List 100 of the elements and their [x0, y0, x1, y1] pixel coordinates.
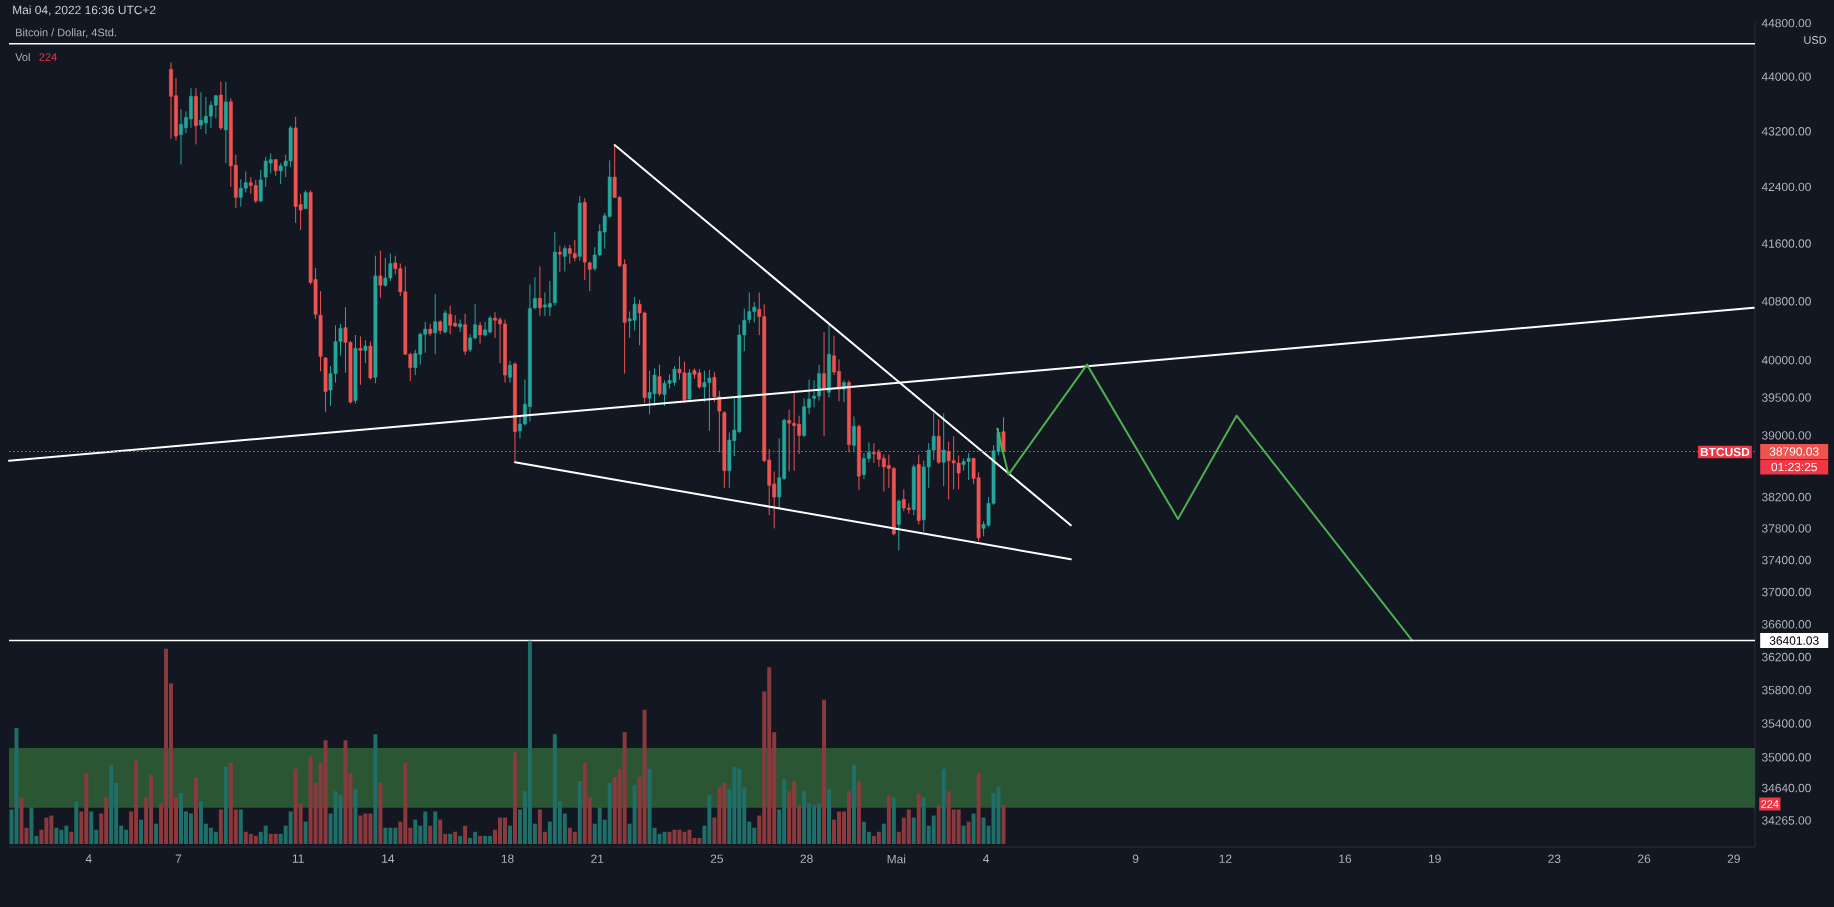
y-tick-label: 35800.00	[1761, 685, 1811, 695]
candlestick	[258, 169, 263, 203]
bar	[463, 825, 468, 844]
bar	[891, 797, 896, 844]
text: USD	[1804, 36, 1827, 44]
candlestick	[478, 321, 482, 345]
bar	[642, 709, 647, 844]
bar	[438, 819, 443, 844]
candlestick	[896, 498, 901, 552]
candlestick	[458, 319, 463, 333]
candlestick	[363, 339, 368, 364]
x-tick-label: 19	[1428, 854, 1441, 863]
bar	[378, 783, 383, 844]
candlestick	[557, 245, 562, 273]
bar	[941, 768, 946, 844]
x-tick-label: 7	[175, 854, 182, 863]
bar	[622, 732, 627, 844]
bar	[413, 819, 418, 844]
bar	[433, 811, 438, 844]
y-tick-label: 34265.00	[1761, 816, 1811, 825]
candlestick	[213, 94, 218, 119]
annotation: BTCUSD	[1700, 447, 1750, 457]
bar	[572, 831, 577, 844]
bar	[428, 825, 433, 844]
bar	[996, 787, 1001, 844]
chart-subtitle: Mai 04, 2022 16:36 UTC+2	[13, 5, 156, 16]
bar	[139, 819, 144, 844]
y-tick-label: 38200.00	[1761, 492, 1811, 502]
x-tick-label: 4	[85, 854, 92, 863]
x-tick-label: 25	[710, 854, 724, 863]
bar	[109, 764, 114, 844]
candlestick	[433, 293, 438, 355]
bar	[822, 699, 827, 844]
x-tick-label: 16	[1339, 854, 1352, 863]
bar	[188, 813, 193, 844]
bar	[886, 795, 891, 844]
bar	[343, 740, 348, 844]
bar	[323, 740, 328, 844]
bar	[936, 805, 941, 844]
x-tick-label: Mai	[887, 854, 906, 864]
chart-title: Vol	[15, 52, 30, 62]
y-tick-label: 42400.00	[1761, 182, 1811, 192]
bar	[662, 831, 667, 844]
candlestick	[378, 250, 383, 299]
candlestick	[448, 305, 453, 335]
bar	[881, 823, 886, 844]
bar	[353, 789, 358, 844]
x-tick-label: 9	[1132, 854, 1139, 863]
candlestick	[443, 309, 448, 335]
x-tick-label: 12	[1219, 854, 1232, 863]
text: Bitcoin / Dollar, 4Std.	[16, 28, 116, 38]
bar	[383, 827, 388, 844]
x-tick-label: 4	[983, 854, 990, 863]
candlestick	[533, 276, 537, 310]
annotation: 224	[39, 53, 57, 61]
bar	[14, 728, 19, 844]
candlestick	[941, 412, 946, 487]
bar	[253, 835, 258, 844]
bar	[29, 807, 34, 844]
bar	[193, 776, 198, 844]
bar	[876, 831, 881, 844]
bar	[976, 772, 981, 844]
y-tick-label: 40000.00	[1761, 355, 1811, 365]
candlestick	[852, 415, 856, 453]
bar	[632, 785, 637, 844]
bar	[263, 825, 268, 844]
bar	[851, 764, 856, 844]
bar	[607, 783, 612, 844]
bar	[802, 791, 807, 844]
x-tick-label: 29	[1727, 854, 1740, 863]
bar	[54, 827, 59, 844]
bar	[223, 766, 228, 844]
bar	[577, 780, 582, 844]
bar	[827, 789, 832, 844]
y-tick-label: 37000.00	[1761, 587, 1811, 597]
bar	[931, 815, 936, 844]
bar	[856, 780, 861, 844]
x-tick-label: 28	[800, 854, 813, 863]
y-tick-label: 44000.00	[1761, 72, 1811, 81]
y-tick-label: 39000.00	[1761, 431, 1811, 440]
ref-line-label: 38790.03	[1769, 447, 1819, 456]
candlestick	[508, 360, 512, 384]
y-tick-label: 41600.00	[1761, 239, 1811, 248]
text: 01:23:25	[1771, 462, 1817, 472]
bar	[956, 809, 961, 844]
bar	[273, 833, 278, 844]
candlestick	[822, 331, 826, 437]
ref-line-label: 36401.03	[1769, 636, 1819, 645]
bar	[213, 831, 218, 844]
bar	[508, 825, 512, 844]
bar	[458, 835, 463, 844]
bar	[74, 801, 79, 844]
candlestick	[538, 265, 542, 317]
candlestick	[358, 335, 363, 386]
bar	[373, 734, 378, 844]
bar	[961, 825, 966, 844]
text: 224	[1761, 800, 1779, 808]
x-tick-label: 18	[501, 854, 514, 863]
y-tick-label: 37400.00	[1761, 555, 1811, 565]
bar	[483, 835, 488, 844]
